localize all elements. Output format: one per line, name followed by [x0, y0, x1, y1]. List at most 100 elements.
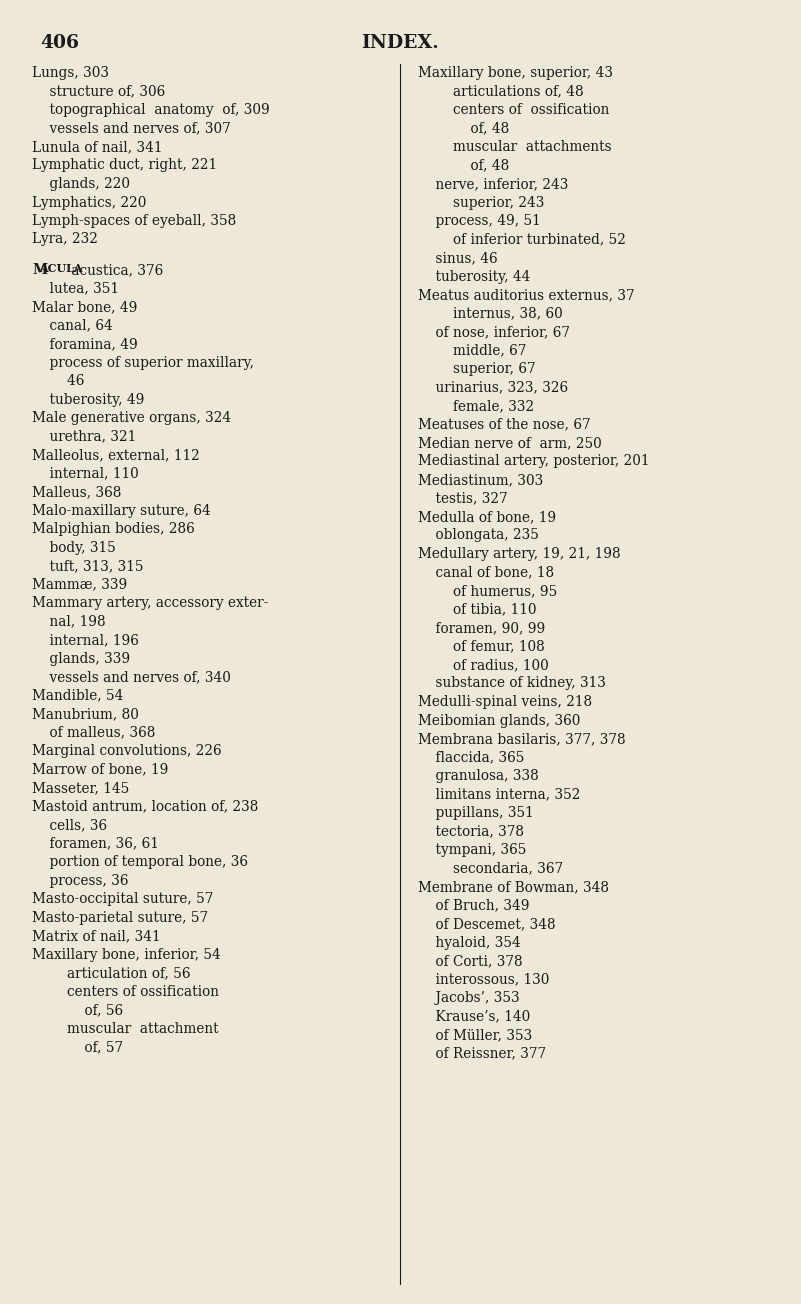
Text: topographical  anatomy  of, 309: topographical anatomy of, 309	[32, 103, 270, 117]
Text: of malleus, 368: of malleus, 368	[32, 725, 155, 739]
Text: of, 48: of, 48	[418, 159, 509, 172]
Text: hyaloid, 354: hyaloid, 354	[418, 935, 521, 949]
Text: articulation of, 56: articulation of, 56	[32, 966, 191, 981]
Text: Lymphatics, 220: Lymphatics, 220	[32, 196, 147, 210]
Text: of Descemet, 348: of Descemet, 348	[418, 917, 556, 931]
Text: of Müller, 353: of Müller, 353	[418, 1028, 532, 1042]
Text: Meatuses of the nose, 67: Meatuses of the nose, 67	[418, 417, 590, 432]
Text: middle, 67: middle, 67	[418, 343, 526, 357]
Text: Lunula of nail, 341: Lunula of nail, 341	[32, 140, 163, 154]
Text: Lymph-spaces of eyeball, 358: Lymph-spaces of eyeball, 358	[32, 214, 236, 228]
Text: cells, 36: cells, 36	[32, 818, 107, 832]
Text: muscular  attachments: muscular attachments	[418, 140, 612, 154]
Text: substance of kidney, 313: substance of kidney, 313	[418, 677, 606, 691]
Text: Membrane of Bowman, 348: Membrane of Bowman, 348	[418, 880, 609, 895]
Text: tympani, 365: tympani, 365	[418, 842, 526, 857]
Text: interossous, 130: interossous, 130	[418, 973, 549, 987]
Text: Malar bone, 49: Malar bone, 49	[32, 300, 138, 314]
Text: tuft, 313, 315: tuft, 313, 315	[32, 559, 143, 572]
Text: Mandible, 54: Mandible, 54	[32, 689, 123, 703]
Text: Medulli-spinal veins, 218: Medulli-spinal veins, 218	[418, 695, 592, 709]
Text: foramen, 90, 99: foramen, 90, 99	[418, 621, 545, 635]
Text: ACULA: ACULA	[39, 263, 83, 274]
Text: Maxillary bone, inferior, 54: Maxillary bone, inferior, 54	[32, 948, 221, 961]
Text: Masto-occipital suture, 57: Masto-occipital suture, 57	[32, 892, 213, 906]
Text: urinarius, 323, 326: urinarius, 323, 326	[418, 381, 568, 395]
Text: Mammary artery, accessory exter-: Mammary artery, accessory exter-	[32, 596, 268, 610]
Text: pupillans, 351: pupillans, 351	[418, 806, 533, 820]
Text: process, 49, 51: process, 49, 51	[418, 214, 541, 228]
Text: sinus, 46: sinus, 46	[418, 250, 497, 265]
Text: tuberosity, 49: tuberosity, 49	[32, 393, 144, 407]
Text: superior, 243: superior, 243	[418, 196, 545, 210]
Text: vessels and nerves of, 340: vessels and nerves of, 340	[32, 670, 231, 685]
Text: body, 315: body, 315	[32, 541, 116, 554]
Text: of nose, inferior, 67: of nose, inferior, 67	[418, 325, 570, 339]
Text: Masto-parietal suture, 57: Masto-parietal suture, 57	[32, 910, 208, 925]
Text: secondaria, 367: secondaria, 367	[418, 862, 563, 875]
Text: articulations of, 48: articulations of, 48	[418, 85, 584, 99]
Text: Lyra, 232: Lyra, 232	[32, 232, 98, 246]
Text: glands, 220: glands, 220	[32, 177, 130, 190]
Text: testis, 327: testis, 327	[418, 492, 508, 506]
Text: Median nerve of  arm, 250: Median nerve of arm, 250	[418, 436, 602, 450]
Text: Malo-maxillary suture, 64: Malo-maxillary suture, 64	[32, 503, 211, 518]
Text: glands, 339: glands, 339	[32, 652, 130, 665]
Text: Membrana basilaris, 377, 378: Membrana basilaris, 377, 378	[418, 732, 626, 746]
Text: Malpighian bodies, 286: Malpighian bodies, 286	[32, 522, 195, 536]
Text: of Reissner, 377: of Reissner, 377	[418, 1047, 546, 1060]
Text: process, 36: process, 36	[32, 874, 128, 888]
Text: oblongata, 235: oblongata, 235	[418, 528, 539, 542]
Text: M: M	[32, 263, 47, 276]
Text: Meatus auditorius externus, 37: Meatus auditorius externus, 37	[418, 288, 634, 303]
Text: urethra, 321: urethra, 321	[32, 429, 136, 443]
Text: internus, 38, 60: internus, 38, 60	[418, 306, 563, 321]
Text: female, 332: female, 332	[418, 399, 534, 413]
Text: of inferior turbinated, 52: of inferior turbinated, 52	[418, 232, 626, 246]
Text: canal of bone, 18: canal of bone, 18	[418, 566, 554, 579]
Text: portion of temporal bone, 36: portion of temporal bone, 36	[32, 855, 248, 868]
Text: Malleolus, external, 112: Malleolus, external, 112	[32, 449, 199, 462]
Text: tuberosity, 44: tuberosity, 44	[418, 270, 530, 283]
Text: Manubrium, 80: Manubrium, 80	[32, 707, 139, 721]
Text: superior, 67: superior, 67	[418, 363, 536, 376]
Text: foramina, 49: foramina, 49	[32, 336, 138, 351]
Text: muscular  attachment: muscular attachment	[32, 1021, 219, 1035]
Text: acustica, 376: acustica, 376	[66, 263, 163, 276]
Text: tectoria, 378: tectoria, 378	[418, 824, 524, 838]
Text: Maxillary bone, superior, 43: Maxillary bone, superior, 43	[418, 67, 613, 80]
Text: of radius, 100: of radius, 100	[418, 659, 549, 672]
Text: centers of  ossification: centers of ossification	[418, 103, 610, 117]
Text: centers of ossification: centers of ossification	[32, 985, 219, 999]
Text: Lungs, 303: Lungs, 303	[32, 67, 109, 80]
Text: foramen, 36, 61: foramen, 36, 61	[32, 837, 159, 850]
Text: of tibia, 110: of tibia, 110	[418, 602, 537, 617]
Text: flaccida, 365: flaccida, 365	[418, 751, 525, 764]
Text: INDEX.: INDEX.	[361, 34, 439, 52]
Text: Medulla of bone, 19: Medulla of bone, 19	[418, 510, 556, 524]
Text: lutea, 351: lutea, 351	[32, 282, 119, 296]
Text: granulosa, 338: granulosa, 338	[418, 769, 539, 782]
Text: of, 57: of, 57	[32, 1041, 123, 1054]
Text: process of superior maxillary,: process of superior maxillary,	[32, 356, 254, 369]
Text: 46: 46	[32, 374, 84, 389]
Text: structure of, 306: structure of, 306	[32, 85, 165, 99]
Text: nerve, inferior, 243: nerve, inferior, 243	[418, 177, 569, 190]
Text: Malleus, 368: Malleus, 368	[32, 485, 122, 499]
Text: Jacobs’, 353: Jacobs’, 353	[418, 991, 520, 1005]
Text: of Corti, 378: of Corti, 378	[418, 955, 522, 968]
Text: Medullary artery, 19, 21, 198: Medullary artery, 19, 21, 198	[418, 546, 621, 561]
Text: 406: 406	[40, 34, 79, 52]
Text: vessels and nerves of, 307: vessels and nerves of, 307	[32, 121, 231, 136]
Text: Krause’s, 140: Krause’s, 140	[418, 1009, 530, 1024]
Text: Matrix of nail, 341: Matrix of nail, 341	[32, 928, 161, 943]
Text: of Bruch, 349: of Bruch, 349	[418, 898, 529, 913]
Text: internal, 110: internal, 110	[32, 467, 139, 481]
Text: canal, 64: canal, 64	[32, 318, 113, 333]
Text: Mediastinal artery, posterior, 201: Mediastinal artery, posterior, 201	[418, 455, 650, 468]
Text: internal, 196: internal, 196	[32, 632, 139, 647]
Text: Marrow of bone, 19: Marrow of bone, 19	[32, 763, 168, 776]
Text: Marginal convolutions, 226: Marginal convolutions, 226	[32, 745, 222, 758]
Text: Masseter, 145: Masseter, 145	[32, 781, 129, 795]
Text: Mediastinum, 303: Mediastinum, 303	[418, 473, 543, 486]
